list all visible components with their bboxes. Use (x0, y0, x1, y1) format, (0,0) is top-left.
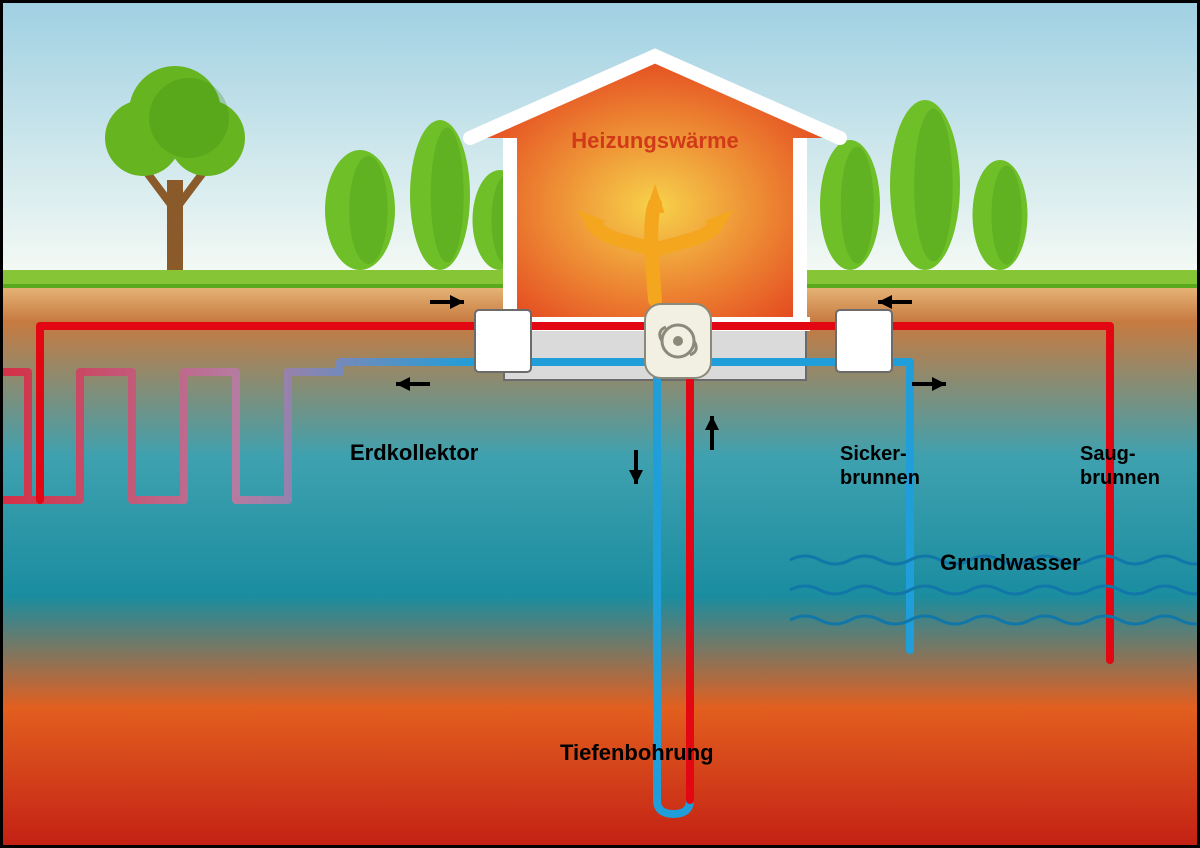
manifold-right (836, 310, 892, 372)
label-tiefenbohrung: Tiefenbohrung (560, 740, 714, 765)
tree-trunk (167, 180, 183, 270)
label-erdkollektor: Erdkollektor (350, 440, 479, 465)
label-saug-line0: Saug- (1080, 443, 1136, 465)
label-sicker-line0: Sicker- (840, 443, 907, 465)
manifold-left (475, 310, 531, 372)
label-sicker-line1: brunnen (840, 467, 920, 489)
label-house: Heizungswärme (571, 128, 739, 153)
label-saug-line1: brunnen (1080, 467, 1160, 489)
label-grundwasser: Grundwasser (940, 550, 1081, 575)
